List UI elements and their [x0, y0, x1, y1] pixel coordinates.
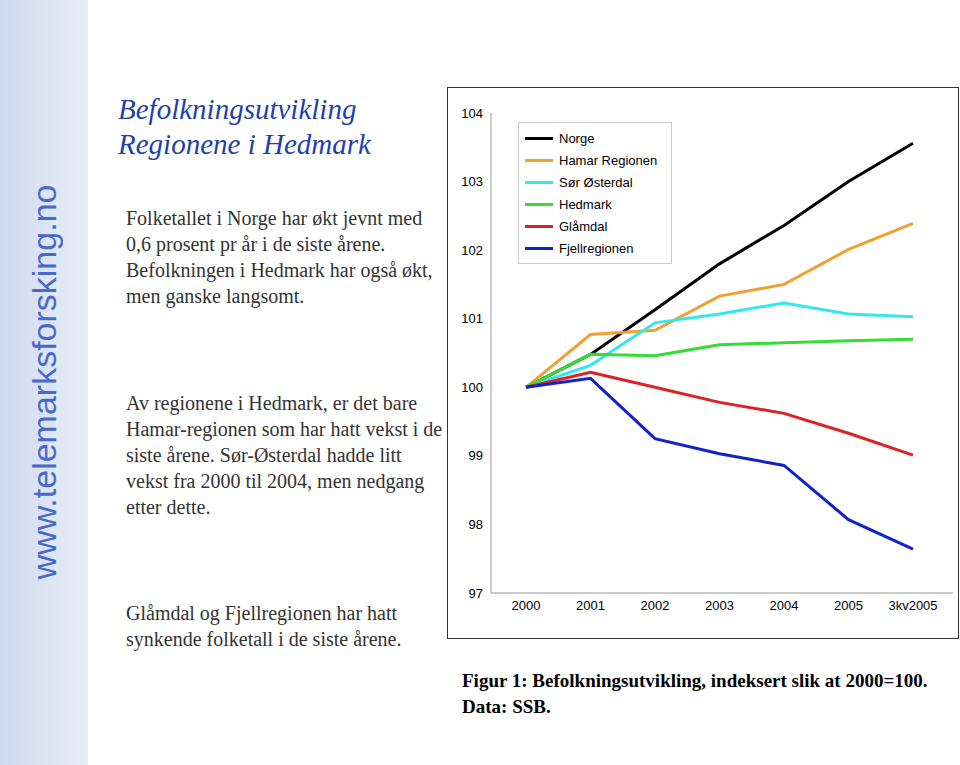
- svg-text:2003: 2003: [705, 598, 734, 613]
- svg-text:2005: 2005: [834, 598, 863, 613]
- svg-text:2001: 2001: [576, 598, 605, 613]
- svg-text:101: 101: [461, 311, 483, 326]
- svg-text:99: 99: [469, 448, 483, 463]
- svg-text:3kv2005: 3kv2005: [888, 598, 937, 613]
- html-text:Norge: Norge: [559, 130, 595, 146]
- html-text:www.telemarksforsking.no: www.telemarksforsking.no: [24, 184, 63, 580]
- html-text:Hamar Regionen: Hamar Regionen: [559, 152, 658, 168]
- svg-text:103: 103: [461, 174, 483, 189]
- svg-text:97: 97: [469, 586, 483, 601]
- html-text:Sør Østerdal: Sør Østerdal: [559, 174, 633, 190]
- svg-text:98: 98: [469, 517, 483, 532]
- html-text:Befolkningsutvikling: Befolkningsutvikling: [118, 93, 357, 125]
- svg-text:100: 100: [461, 380, 483, 395]
- html-text:Hedmark: Hedmark: [559, 196, 612, 212]
- html-text:Folketallet i Norge har økt je: Folketallet i Norge har økt jevnt med 0,…: [126, 207, 433, 307]
- svg-text:104: 104: [461, 106, 483, 121]
- html-text:Glåmdal: Glåmdal: [559, 218, 608, 234]
- svg-text:102: 102: [461, 243, 483, 258]
- html-text:Av regionene i Hedmark, er det: Av regionene i Hedmark, er det bare Hama…: [126, 392, 443, 518]
- html-text:Regionene i Hedmark: Regionene i Hedmark: [118, 127, 371, 160]
- svg-text:2002: 2002: [641, 598, 670, 613]
- html-text:Fjellregionen: Fjellregionen: [559, 240, 634, 256]
- svg-text:2000: 2000: [512, 598, 541, 613]
- svg-text:2004: 2004: [770, 598, 799, 613]
- html-text:Glåmdal og Fjellregionen har h: Glåmdal og Fjellregionen har hatt synken…: [126, 602, 402, 650]
- html-text:Figur 1: Befolkningsutvikling,: Figur 1: Befolkningsutvikling, indeksert…: [462, 670, 928, 717]
